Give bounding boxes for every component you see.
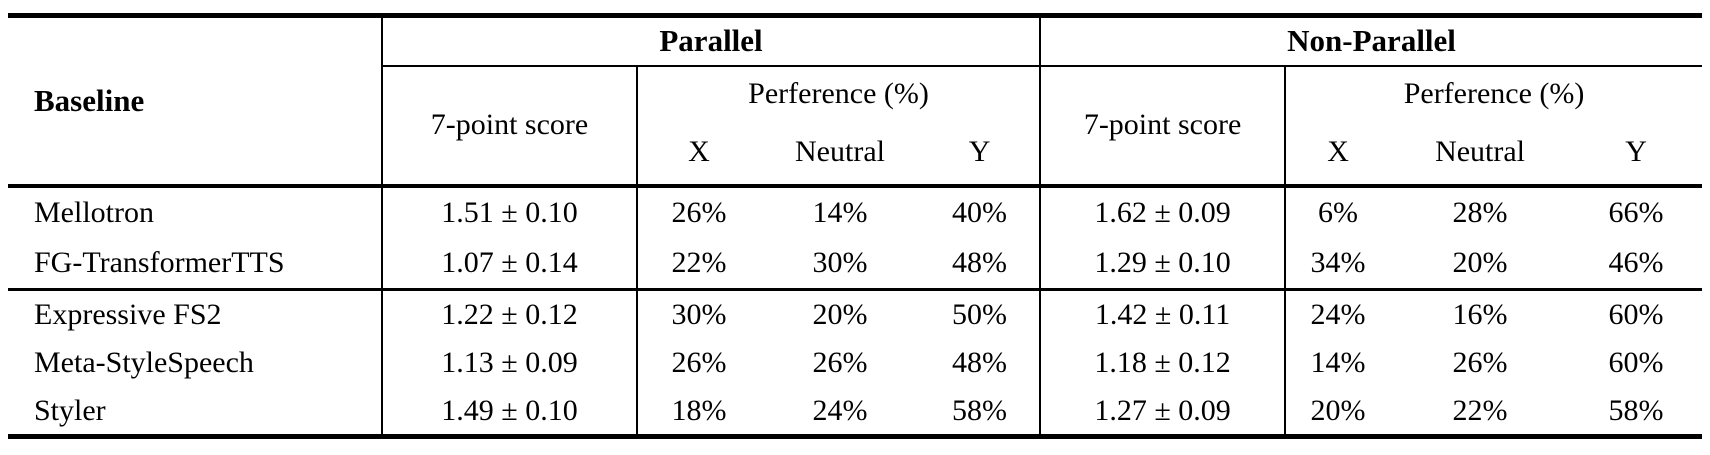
parallel-x: 26% [636,338,760,388]
parallel-x: 22% [636,237,760,291]
table-row-styler: Styler 1.49 ± 0.10 18% 24% 58% 1.27 ± 0.… [8,387,1702,437]
non-parallel-neutral: 20% [1390,237,1571,291]
parallel-neutral: 24% [812,393,868,427]
non-parallel-y: 66% [1608,195,1664,229]
non-parallel-y: 60% [1608,346,1664,379]
parallel-y: 50% [952,297,1008,331]
table-row-meta-stylespeech: Meta-StyleSpeech 1.13 ± 0.09 26% 26% 48%… [8,338,1702,388]
column-header-non-parallel-x: X [1284,120,1391,188]
non-parallel-score: 1.27 ± 0.09 [1039,387,1286,437]
baseline-name: Styler [34,393,106,427]
non-parallel-score: 1.62 ± 0.09 [1039,185,1286,238]
non-parallel-x: 20% [1284,387,1391,437]
table-row-expressive-fs2: Expressive FS2 1.22 ± 0.12 30% 20% 50% 1… [8,289,1702,339]
baseline-name: Meta-StyleSpeech [34,346,254,379]
baseline-name: Expressive FS2 [34,297,222,331]
non-parallel-x: 24% [1284,289,1391,339]
non-parallel-y: 60% [1608,297,1664,331]
parallel-score: 1.51 ± 0.10 [381,185,637,238]
column-header-parallel-preference: Perference (%) [635,65,1041,121]
column-header-parallel-y: Y [920,120,1041,188]
table-row-fg-transformertts: FG-TransformerTTS 1.07 ± 0.14 22% 30% 48… [8,237,1703,291]
column-header-parallel-x: X [636,120,760,188]
parallel-neutral: 26% [812,346,868,379]
non-parallel-neutral: 26% [1452,346,1508,379]
column-header-baseline: Baseline [8,15,382,188]
non-parallel-score: 1.29 ± 0.10 [1039,237,1286,291]
non-parallel-score: 1.18 ± 0.12 [1039,338,1286,388]
parallel-score: 1.49 ± 0.10 [381,387,637,437]
parallel-y: 48% [952,346,1008,379]
non-parallel-neutral: 16% [1452,297,1508,331]
column-header-non-parallel-preference: Perference (%) [1284,65,1703,121]
parallel-neutral: 14% [812,195,868,229]
results-table: Baseline Parallel Non-Parallel 7-point s… [8,13,1703,439]
parallel-neutral: 20% [812,297,868,331]
parallel-y: 48% [920,237,1041,291]
column-header-non-parallel-y: Y [1570,120,1703,188]
parallel-score: 1.13 ± 0.09 [381,338,637,388]
header-row-subgroups: 7-point score Perference (%) 7-point sco… [8,65,1703,188]
column-header-parallel-neutral: Neutral [760,120,920,188]
header-row-groups: Baseline Parallel Non-Parallel [8,15,1703,188]
parallel-neutral: 30% [760,237,920,291]
non-parallel-x: 6% [1284,185,1391,238]
parallel-score: 1.07 ± 0.14 [381,237,637,291]
non-parallel-x: 14% [1284,338,1391,388]
header-row-xny: X Neutral Y X Neutral Y [8,120,1703,188]
parallel-x: 18% [636,387,760,437]
parallel-y: 40% [952,195,1008,229]
group-header-parallel: Parallel [380,15,1041,67]
non-parallel-y: 46% [1570,237,1703,291]
column-header-non-parallel-neutral: Neutral [1390,120,1571,188]
non-parallel-x: 34% [1284,237,1391,291]
parallel-x: 26% [636,185,760,238]
table-row-mellotron: Mellotron 1.51 ± 0.10 26% 14% 40% 1.62 ±… [8,185,1702,238]
non-parallel-y: 58% [1608,393,1664,427]
paper-table-figure: Baseline Parallel Non-Parallel 7-point s… [8,13,1703,439]
non-parallel-neutral: 28% [1452,195,1508,229]
baseline-name: FG-TransformerTTS [8,237,382,291]
parallel-score: 1.22 ± 0.12 [381,289,637,339]
group-header-non-parallel: Non-Parallel [1039,15,1703,67]
parallel-x: 30% [636,289,760,339]
non-parallel-neutral: 22% [1452,393,1508,427]
non-parallel-score: 1.42 ± 0.11 [1039,289,1286,339]
baseline-name: Mellotron [34,195,154,229]
column-header-parallel-score: 7-point score [381,65,637,188]
parallel-y: 58% [952,393,1008,427]
column-header-non-parallel-score: 7-point score [1039,65,1286,188]
